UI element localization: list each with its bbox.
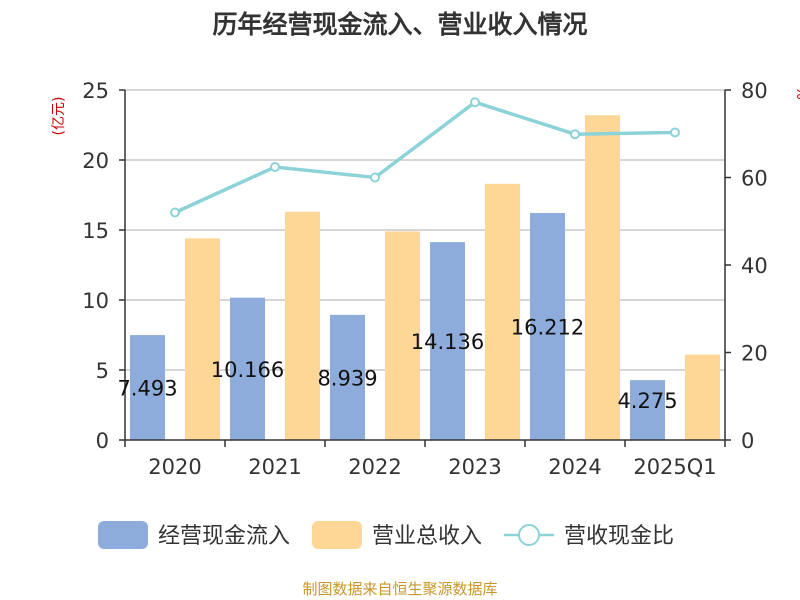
cash-inflow-bar [330,314,365,440]
right-axis-unit: % [793,86,800,99]
cash-inflow-label: 8.939 [317,366,377,390]
revenue-bar [485,183,520,441]
gridlines [125,89,725,371]
left-tick-label: 10 [82,289,109,313]
right-tick-label: 40 [741,254,768,278]
legend-line-marker [518,524,541,546]
cash-inflow-label: 7.493 [117,377,177,401]
legend-label: 营业总收入 [372,524,482,549]
legend-label: 经营现金流入 [158,524,290,549]
x-tick-label: 2024 [548,455,601,479]
ratio-point [470,97,480,108]
x-tick-label: 2025Q1 [633,455,716,479]
right-tick-label: 20 [741,342,768,366]
ratio-point [670,127,680,138]
ratio-point [270,162,280,172]
revenue-bar [285,211,320,440]
ratio-line [170,97,680,218]
cash-inflow-label: 4.275 [617,389,677,413]
x-tick-label: 2021 [248,455,301,479]
legend-swatch [98,521,148,549]
ratio-line-path [174,100,676,215]
cash-inflow-bar [230,297,265,440]
revenue-bar [585,115,620,440]
left-tick-label: 0 [96,429,109,453]
cash-inflow-label: 14.136 [411,330,484,354]
left-tick-label: 25 [82,79,109,103]
cash-inflow-label: 10.166 [211,358,284,382]
cash-inflow-bar [130,335,165,440]
ratio-point [370,172,380,183]
left-tick-label: 20 [82,149,109,173]
revenue-bar [185,238,220,440]
bars [130,115,720,441]
legend-label: 营收现金比 [564,524,674,549]
right-tick-label: 60 [741,167,768,191]
legend: 经营现金流入 营业总收入 营收现金比 [98,521,674,549]
ratio-point [570,129,580,140]
right-tick-label: 80 [741,79,768,103]
revenue-bar [685,354,720,440]
ratio-point [170,207,180,218]
axes: 0 5 10 15 20 25 0 20 40 60 80 2020 2021 2022 2023 2024 2… [82,79,767,479]
chart-title: 历年经营现金流入、营业收入情况 [212,10,587,39]
x-tick-label: 2020 [148,455,201,479]
source-footer: 制图数据来自恒生聚源数据库 [302,580,497,598]
left-axis-unit: (亿元) [51,97,67,136]
cash-inflow-bar [630,380,665,440]
left-tick-label: 15 [82,219,109,243]
cash-inflow-bar [430,242,465,440]
left-tick-label: 5 [96,359,109,383]
data-labels: 7.493 10.166 8.939 14.136 16.212 4.275 [117,316,677,413]
right-tick-label: 0 [741,429,754,453]
legend-swatch [312,521,363,549]
revenue-bar [385,231,420,440]
cash-inflow-label: 16.212 [511,316,584,340]
x-tick-label: 2023 [448,455,501,479]
x-tick-label: 2022 [348,455,401,479]
cash-inflow-bar [530,213,565,440]
